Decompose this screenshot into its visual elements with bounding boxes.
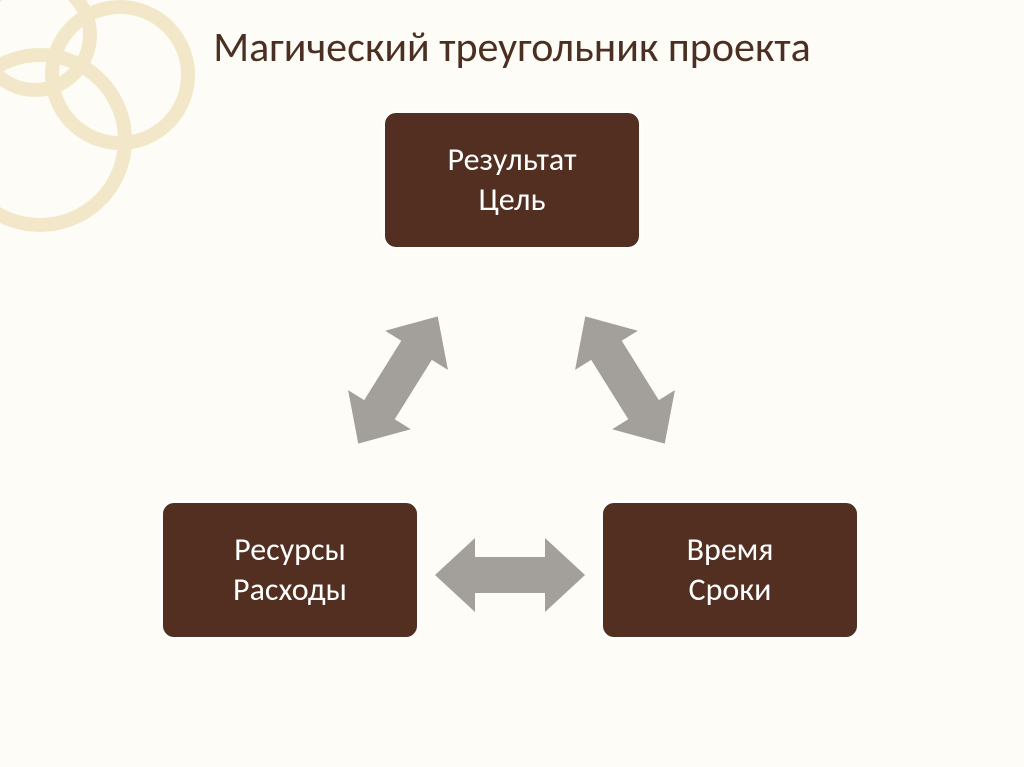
node-top-line: Цель <box>479 180 546 220</box>
arrow-left-top <box>276 246 520 514</box>
node-left-line: Ресурсы <box>234 530 346 570</box>
node-right-line: Время <box>687 530 774 570</box>
slide-title: Магический треугольник проекта <box>0 22 1024 73</box>
node-left-line: Расходы <box>233 570 347 610</box>
node-top-line: Результат <box>448 140 577 180</box>
node-left: РесурсыРасходы <box>160 500 420 640</box>
node-right: ВремяСроки <box>600 500 860 640</box>
arrow-top-right <box>503 246 747 514</box>
arrow-right-left <box>398 501 622 649</box>
node-top: РезультатЦель <box>382 110 642 250</box>
node-right-line: Сроки <box>689 570 772 610</box>
slide: Магический треугольник проекта Результат… <box>0 0 1024 767</box>
